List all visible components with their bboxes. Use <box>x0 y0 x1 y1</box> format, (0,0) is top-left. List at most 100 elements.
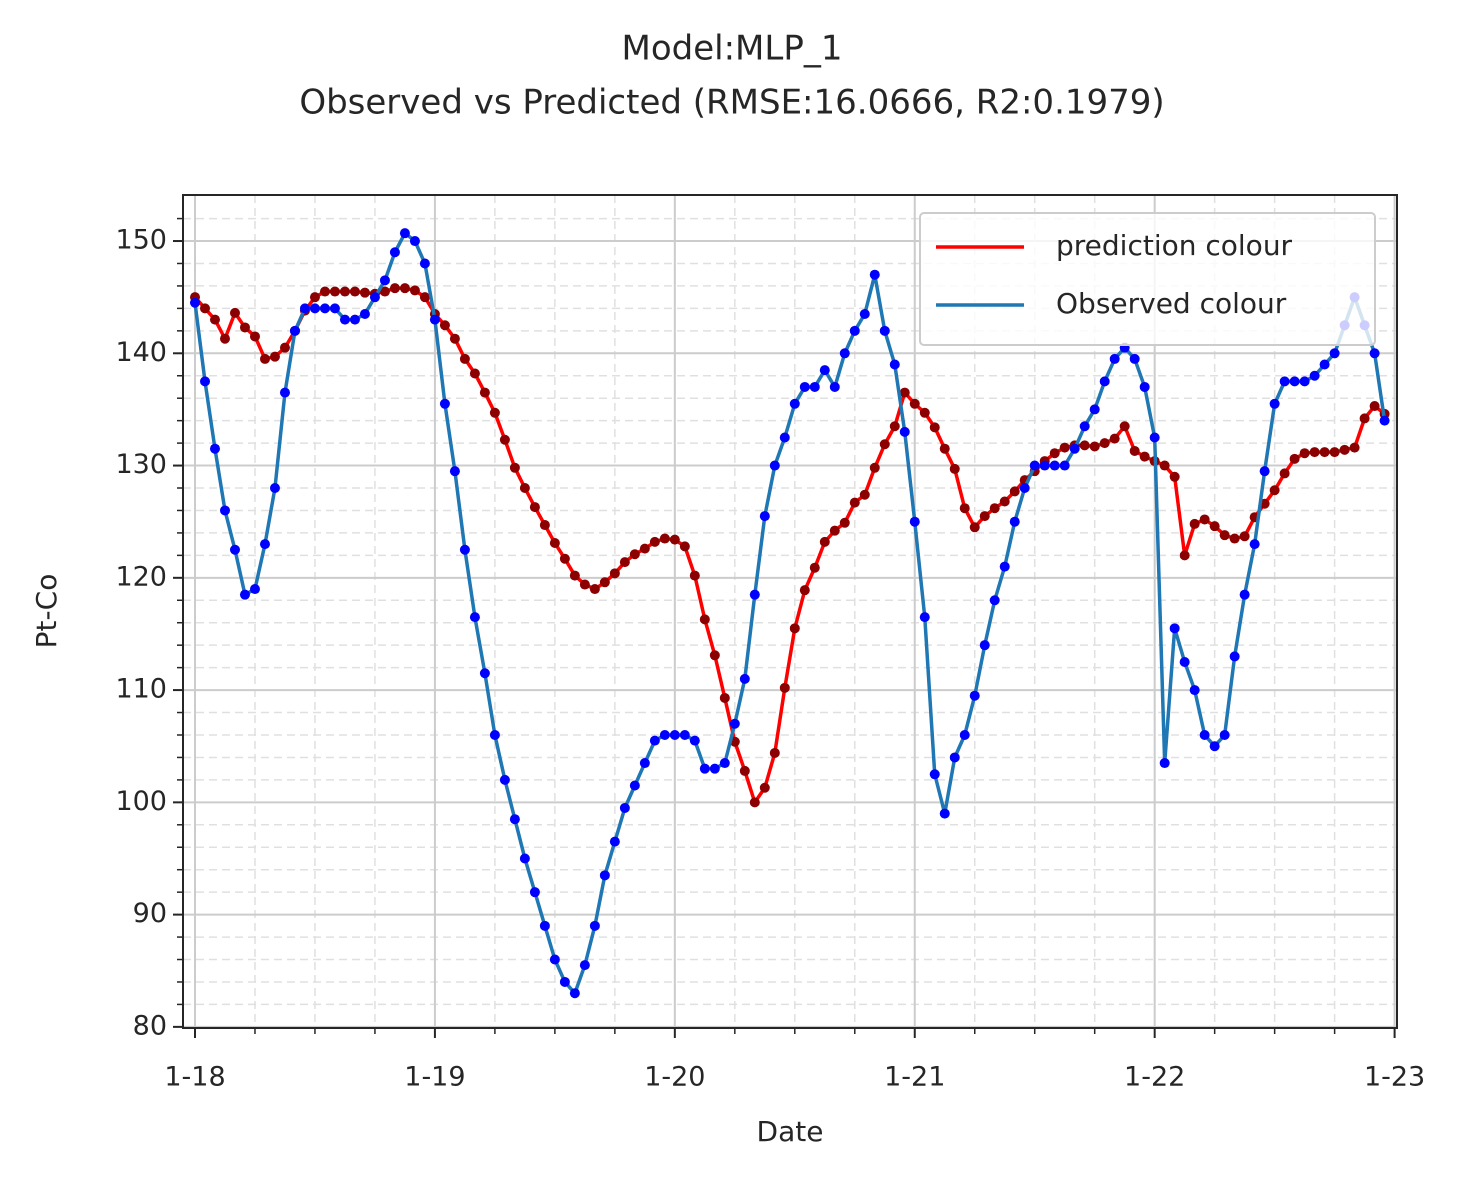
data-point <box>1219 530 1230 541</box>
data-point <box>819 536 830 547</box>
data-point <box>859 309 870 319</box>
data-point <box>719 758 730 769</box>
data-point <box>1339 444 1350 455</box>
data-point <box>979 640 990 651</box>
data-point <box>559 976 570 987</box>
data-point <box>619 802 630 813</box>
data-point <box>959 503 970 514</box>
data-point <box>579 960 590 971</box>
legend-box <box>919 212 1376 346</box>
data-point <box>849 497 860 508</box>
data-point <box>1199 729 1210 740</box>
data-point <box>1009 516 1020 527</box>
data-point <box>649 735 660 746</box>
data-point <box>589 920 600 931</box>
data-point <box>439 398 450 409</box>
data-point <box>1329 447 1340 458</box>
data-point <box>1359 413 1370 424</box>
y-tick-label: 80 <box>133 1010 167 1041</box>
data-point <box>1189 518 1200 529</box>
x-tick-label: 1-18 <box>164 1062 225 1093</box>
data-point <box>1199 514 1210 525</box>
data-point <box>889 421 900 432</box>
data-point <box>1179 550 1190 561</box>
data-point <box>949 752 960 763</box>
data-point <box>769 460 780 471</box>
data-point <box>919 407 930 418</box>
x-tick-label: 1-22 <box>1124 1062 1185 1093</box>
data-point <box>399 283 410 294</box>
data-point <box>1309 370 1320 381</box>
data-point <box>789 623 800 634</box>
data-point <box>229 307 240 318</box>
data-point <box>919 612 930 623</box>
data-point <box>629 549 640 560</box>
data-point <box>1079 421 1090 432</box>
data-point <box>1019 483 1030 494</box>
data-point <box>1129 445 1140 456</box>
data-point <box>689 570 700 581</box>
data-point <box>989 503 1000 514</box>
y-tick-label: 100 <box>115 786 167 817</box>
data-point <box>869 269 880 280</box>
data-point <box>1069 443 1080 454</box>
data-point <box>219 505 230 516</box>
data-point <box>1269 398 1280 409</box>
data-point <box>739 673 750 684</box>
data-point <box>699 614 710 625</box>
y-tick-label: 110 <box>115 674 167 705</box>
data-point <box>519 483 530 494</box>
data-point <box>699 763 710 774</box>
x-tick-label: 1-21 <box>884 1062 945 1093</box>
data-point <box>1169 623 1180 634</box>
data-point <box>429 314 440 325</box>
data-point <box>1219 729 1230 740</box>
data-point <box>879 325 890 336</box>
data-point <box>1049 448 1060 459</box>
data-point <box>829 381 840 392</box>
data-point <box>1239 589 1250 600</box>
data-point <box>1029 460 1040 471</box>
legend-label: prediction colour <box>1056 229 1293 262</box>
data-point <box>1289 453 1300 464</box>
data-point <box>369 292 380 303</box>
data-point <box>349 314 360 325</box>
data-point <box>1179 657 1190 668</box>
data-point <box>549 954 560 965</box>
data-point <box>729 718 740 729</box>
x-tick-label: 1-23 <box>1364 1062 1425 1093</box>
data-point <box>1139 381 1150 392</box>
data-point <box>399 228 410 239</box>
data-point <box>539 920 550 931</box>
data-point <box>669 534 680 545</box>
data-point <box>209 314 220 325</box>
data-point <box>679 729 690 740</box>
data-point <box>289 325 300 336</box>
chart-subtitle: Observed vs Predicted (RMSE:16.0666, R2:… <box>299 83 1164 123</box>
data-point <box>1369 401 1380 412</box>
data-point <box>809 562 820 573</box>
data-point <box>499 774 510 785</box>
data-point <box>869 462 880 473</box>
data-point <box>929 422 940 433</box>
data-point <box>219 333 230 344</box>
data-point <box>1099 376 1110 387</box>
data-point <box>389 283 400 294</box>
data-point <box>379 286 390 297</box>
data-point <box>319 286 330 297</box>
data-point <box>1089 404 1100 415</box>
data-point <box>969 522 980 533</box>
data-point <box>639 543 650 554</box>
data-point <box>319 303 330 314</box>
data-point <box>709 763 720 774</box>
data-point <box>999 561 1010 572</box>
data-point <box>379 275 390 286</box>
chart-title: Model:MLP_1 <box>622 29 843 69</box>
x-tick-label: 1-19 <box>404 1062 465 1093</box>
data-point <box>1209 741 1220 752</box>
data-point <box>1009 486 1020 497</box>
data-point <box>1299 448 1310 459</box>
data-point <box>779 682 790 693</box>
data-point <box>749 797 760 808</box>
